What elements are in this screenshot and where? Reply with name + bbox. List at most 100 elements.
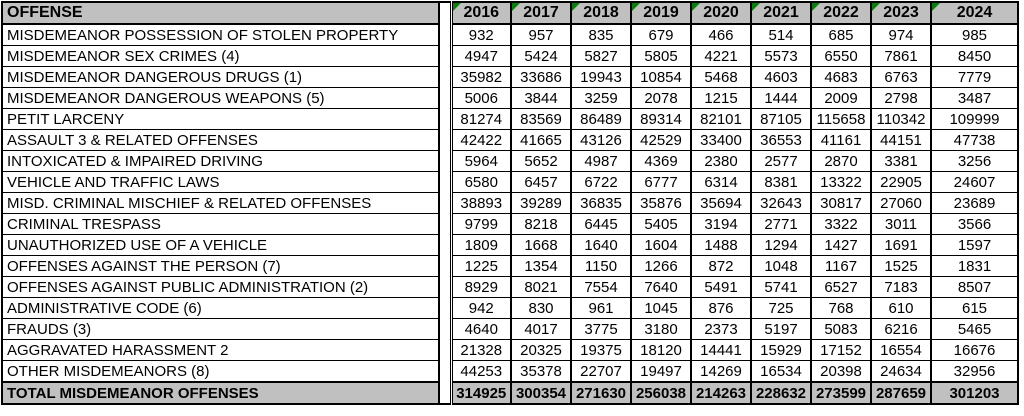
value-cell[interactable]: 4640 xyxy=(450,318,512,340)
value-cell[interactable]: 5491 xyxy=(690,276,752,298)
value-cell[interactable]: 3011 xyxy=(870,213,932,235)
value-cell[interactable]: 4947 xyxy=(450,45,512,67)
value-cell[interactable]: 36553 xyxy=(750,129,812,151)
value-cell[interactable]: 41665 xyxy=(510,129,572,151)
value-cell[interactable]: 1045 xyxy=(630,297,692,319)
value-cell[interactable]: 19375 xyxy=(570,339,632,361)
value-cell[interactable]: 7183 xyxy=(870,276,932,298)
total-value-cell[interactable]: 301203 xyxy=(930,381,1019,405)
value-cell[interactable]: 2373 xyxy=(690,318,752,340)
value-cell[interactable]: 1167 xyxy=(810,255,872,277)
value-cell[interactable]: 5805 xyxy=(630,45,692,67)
value-cell[interactable]: 3180 xyxy=(630,318,692,340)
column-header-offense[interactable]: OFFENSE xyxy=(1,1,440,25)
offense-label-cell[interactable]: OTHER MISDEMEANORS (8) xyxy=(1,360,440,383)
value-cell[interactable]: 961 xyxy=(570,297,632,319)
value-cell[interactable]: 87105 xyxy=(750,108,812,130)
value-cell[interactable]: 10854 xyxy=(630,66,692,88)
offense-label-cell[interactable]: AGGRAVATED HARASSMENT 2 xyxy=(1,339,440,361)
value-cell[interactable]: 8507 xyxy=(930,276,1019,298)
value-cell[interactable]: 2380 xyxy=(690,150,752,172)
value-cell[interactable]: 5468 xyxy=(690,66,752,88)
value-cell[interactable]: 830 xyxy=(510,297,572,319)
value-cell[interactable]: 8021 xyxy=(510,276,572,298)
value-cell[interactable]: 4369 xyxy=(630,150,692,172)
value-cell[interactable]: 1597 xyxy=(930,234,1019,256)
value-cell[interactable]: 6580 xyxy=(450,171,512,193)
value-cell[interactable]: 466 xyxy=(690,23,752,46)
value-cell[interactable]: 6314 xyxy=(690,171,752,193)
value-cell[interactable]: 5197 xyxy=(750,318,812,340)
value-cell[interactable]: 5827 xyxy=(570,45,632,67)
value-cell[interactable]: 42529 xyxy=(630,129,692,151)
value-cell[interactable]: 33686 xyxy=(510,66,572,88)
offense-label-cell[interactable]: MISDEMEANOR DANGEROUS WEAPONS (5) xyxy=(1,87,440,109)
value-cell[interactable]: 5964 xyxy=(450,150,512,172)
value-cell[interactable]: 14441 xyxy=(690,339,752,361)
value-cell[interactable]: 89314 xyxy=(630,108,692,130)
value-cell[interactable]: 957 xyxy=(510,23,572,46)
value-cell[interactable]: 6527 xyxy=(810,276,872,298)
total-value-cell[interactable]: 214263 xyxy=(690,381,752,405)
value-cell[interactable]: 514 xyxy=(750,23,812,46)
value-cell[interactable]: 19943 xyxy=(570,66,632,88)
value-cell[interactable]: 22905 xyxy=(870,171,932,193)
value-cell[interactable]: 2577 xyxy=(750,150,812,172)
value-cell[interactable]: 932 xyxy=(450,23,512,46)
value-cell[interactable]: 6457 xyxy=(510,171,572,193)
value-cell[interactable]: 24634 xyxy=(870,360,932,383)
value-cell[interactable]: 3256 xyxy=(930,150,1019,172)
value-cell[interactable]: 1427 xyxy=(810,234,872,256)
total-value-cell[interactable]: 271630 xyxy=(570,381,632,405)
value-cell[interactable]: 1640 xyxy=(570,234,632,256)
value-cell[interactable]: 38893 xyxy=(450,192,512,214)
column-header-2020[interactable]: 2020 xyxy=(690,1,752,25)
value-cell[interactable]: 1831 xyxy=(930,255,1019,277)
value-cell[interactable]: 19497 xyxy=(630,360,692,383)
value-cell[interactable]: 7861 xyxy=(870,45,932,67)
value-cell[interactable]: 1150 xyxy=(570,255,632,277)
value-cell[interactable]: 23689 xyxy=(930,192,1019,214)
value-cell[interactable]: 6722 xyxy=(570,171,632,193)
column-header-2016[interactable]: 2016 xyxy=(450,1,512,25)
value-cell[interactable]: 1225 xyxy=(450,255,512,277)
value-cell[interactable]: 1215 xyxy=(690,87,752,109)
value-cell[interactable]: 41161 xyxy=(810,129,872,151)
value-cell[interactable]: 2771 xyxy=(750,213,812,235)
value-cell[interactable]: 5405 xyxy=(630,213,692,235)
value-cell[interactable]: 20325 xyxy=(510,339,572,361)
value-cell[interactable]: 14269 xyxy=(690,360,752,383)
value-cell[interactable]: 1668 xyxy=(510,234,572,256)
value-cell[interactable]: 13322 xyxy=(810,171,872,193)
value-cell[interactable]: 3487 xyxy=(930,87,1019,109)
value-cell[interactable]: 2009 xyxy=(810,87,872,109)
value-cell[interactable]: 725 xyxy=(750,297,812,319)
value-cell[interactable]: 1354 xyxy=(510,255,572,277)
value-cell[interactable]: 876 xyxy=(690,297,752,319)
offense-label-cell[interactable]: FRAUDS (3) xyxy=(1,318,440,340)
total-value-cell[interactable]: 256038 xyxy=(630,381,692,405)
value-cell[interactable]: 16554 xyxy=(870,339,932,361)
value-cell[interactable]: 36835 xyxy=(570,192,632,214)
value-cell[interactable]: 942 xyxy=(450,297,512,319)
value-cell[interactable]: 1604 xyxy=(630,234,692,256)
column-header-2017[interactable]: 2017 xyxy=(510,1,572,25)
value-cell[interactable]: 4017 xyxy=(510,318,572,340)
value-cell[interactable]: 115658 xyxy=(810,108,872,130)
value-cell[interactable]: 33400 xyxy=(690,129,752,151)
value-cell[interactable]: 4683 xyxy=(810,66,872,88)
value-cell[interactable]: 83569 xyxy=(510,108,572,130)
offense-label-cell[interactable]: CRIMINAL TRESPASS xyxy=(1,213,440,235)
column-header-2023[interactable]: 2023 xyxy=(870,1,932,25)
value-cell[interactable]: 2870 xyxy=(810,150,872,172)
value-cell[interactable]: 7779 xyxy=(930,66,1019,88)
column-header-2024[interactable]: 2024 xyxy=(930,1,1019,25)
value-cell[interactable]: 5424 xyxy=(510,45,572,67)
value-cell[interactable]: 86489 xyxy=(570,108,632,130)
value-cell[interactable]: 3381 xyxy=(870,150,932,172)
offense-label-cell[interactable]: PETIT LARCENY xyxy=(1,108,440,130)
value-cell[interactable]: 610 xyxy=(870,297,932,319)
value-cell[interactable]: 3322 xyxy=(810,213,872,235)
value-cell[interactable]: 768 xyxy=(810,297,872,319)
value-cell[interactable]: 3775 xyxy=(570,318,632,340)
